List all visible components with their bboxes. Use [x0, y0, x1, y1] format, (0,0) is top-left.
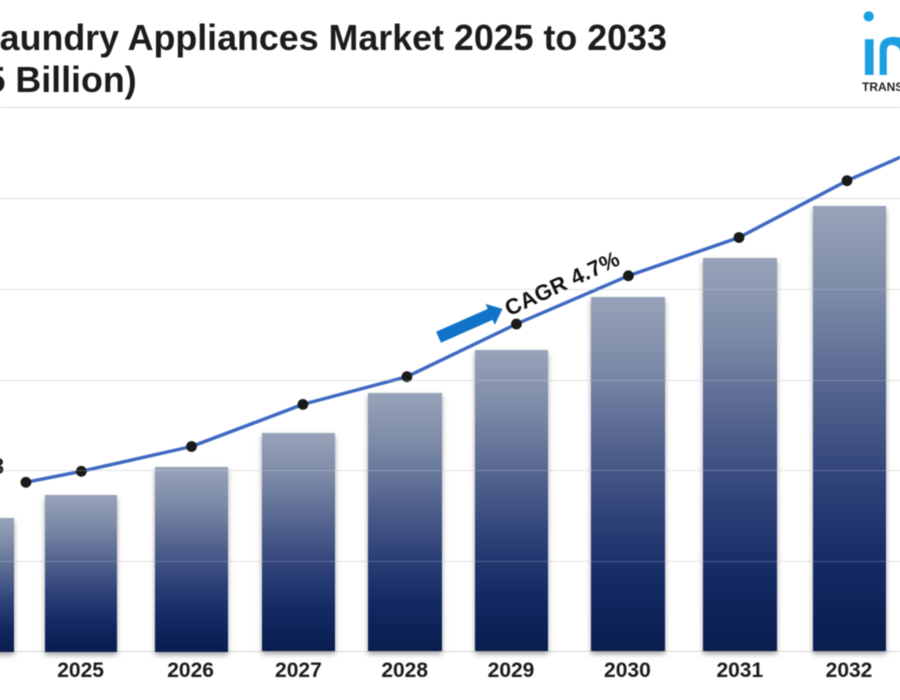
svg-text:TRANSF: TRANSF	[862, 80, 900, 94]
